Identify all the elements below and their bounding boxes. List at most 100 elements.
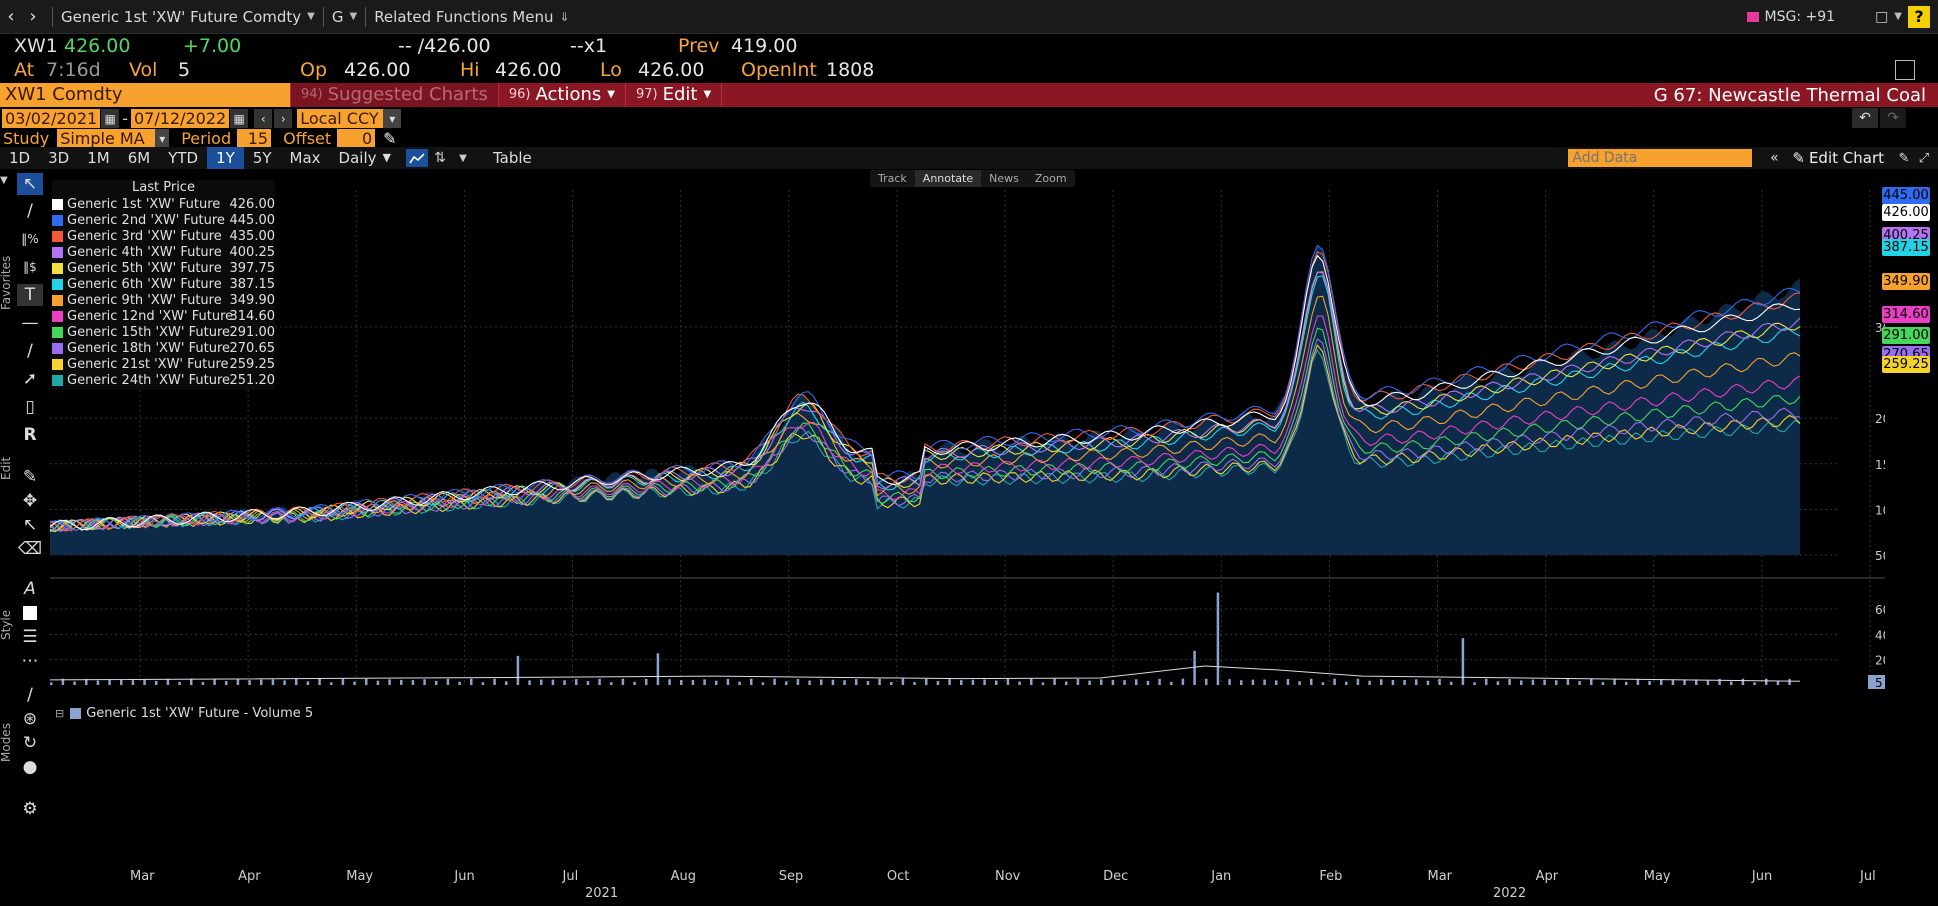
currency-select[interactable]: Local CCY [297, 109, 384, 128]
trash-icon[interactable]: ⌫ [17, 539, 43, 559]
pointer-icon[interactable]: ↖ [17, 173, 43, 195]
snap-icon[interactable]: ⊛ [22, 709, 38, 729]
security-field[interactable]: XW1 Comdty [0, 83, 290, 107]
legend-item[interactable]: Generic 5th 'XW' Future 397.75 [52, 260, 275, 276]
add-data-input[interactable] [1568, 149, 1753, 167]
security-box[interactable]: XW1 Comdty [0, 83, 290, 107]
line-tool-icon[interactable]: ∕ [27, 201, 33, 221]
expand-icon[interactable] [1895, 60, 1915, 80]
mini-annotate-button[interactable]: Annotate [914, 170, 982, 187]
volume-last-tag-bg [1868, 675, 1888, 689]
colors-icon[interactable]: ● [22, 757, 38, 777]
back-button[interactable]: ‹ [0, 4, 22, 30]
candle-chart-icon[interactable]: ⇅ [434, 150, 446, 166]
volume-series-label: Generic 1st 'XW' Future - Volume 5 [86, 706, 314, 721]
caret-down-icon[interactable]: ▾ [383, 109, 402, 128]
legend-item[interactable]: Generic 6th 'XW' Future 387.15 [52, 276, 275, 292]
range-3d-button[interactable]: 3D [48, 149, 70, 167]
percent-tool-icon[interactable]: ‖% [21, 232, 39, 246]
dollar-tool-icon[interactable]: ‖$ [23, 260, 37, 274]
legend-item[interactable]: Generic 1st 'XW' Future 426.00 [52, 196, 275, 212]
mini-news-button[interactable]: News [989, 172, 1019, 185]
caret-down-icon[interactable]: ▼ [0, 175, 8, 186]
calendar-icon[interactable]: ▦ [230, 109, 249, 128]
legend-item[interactable]: Generic 4th 'XW' Future 400.25 [52, 244, 275, 260]
redo-icon[interactable]: ↷ [1880, 108, 1906, 128]
edit-chart-button[interactable]: ✎ Edit Chart [1792, 149, 1884, 167]
volume-bar [446, 678, 450, 685]
previous-period-button[interactable]: ‹ [254, 109, 273, 128]
security-menu[interactable]: Generic 1st 'XW' Future Comdty ▼ [61, 8, 315, 26]
window-options[interactable]: □ ▼ [1875, 9, 1902, 25]
bloomberg-icon[interactable]: ↻ [22, 733, 38, 753]
range-5y-button[interactable]: 5Y [252, 149, 272, 167]
legend-item[interactable]: Generic 15th 'XW' Future 291.00 [52, 324, 275, 340]
text-tool-icon[interactable]: T [17, 284, 43, 306]
crosshair-icon[interactable]: ∕ [27, 685, 33, 705]
range-6m-button[interactable]: 6M [127, 149, 151, 167]
line-weight-icon[interactable]: ☰ [22, 627, 38, 647]
line-chart-icon[interactable] [405, 149, 428, 167]
actions-menu[interactable]: 96) Actions ▼ [497, 83, 625, 107]
legend-item[interactable]: Generic 18th 'XW' Future 270.65 [52, 340, 275, 356]
legend-item[interactable]: Generic 9th 'XW' Future 349.90 [52, 292, 275, 308]
legend-item[interactable]: Generic 3rd 'XW' Future 435.00 [52, 228, 275, 244]
range-1d-button[interactable]: 1D [9, 149, 31, 167]
trend-line-icon[interactable]: ➚ [22, 369, 38, 389]
x-month-label: Apr [1535, 869, 1559, 884]
period-field[interactable]: 15 [237, 129, 272, 148]
edit-pen-icon[interactable]: ✎ [22, 467, 38, 487]
undo-icon[interactable]: ↶ [1852, 108, 1878, 128]
study-select[interactable]: Simple MA [57, 129, 156, 148]
help-button[interactable]: ? [1908, 5, 1930, 28]
volume-bar [1380, 679, 1383, 685]
end-date-field[interactable]: 07/12/2022 [131, 109, 230, 128]
messages-button[interactable]: MSG: +91 [1746, 9, 1835, 25]
edit-pencil-icon[interactable]: ✎ [1898, 150, 1910, 166]
channel-icon[interactable]: ▯ [25, 397, 35, 417]
range-1y-button[interactable]: 1Y [207, 147, 244, 169]
volume-bar [1753, 682, 1756, 685]
legend-item[interactable]: Generic 24th 'XW' Future 251.20 [52, 372, 275, 388]
volume-bar [866, 681, 870, 685]
table-button[interactable]: Table [492, 149, 532, 167]
volume-bar [1741, 678, 1745, 685]
start-date-field[interactable]: 03/02/2021 [2, 109, 101, 128]
offset-field[interactable]: 0 [337, 129, 376, 148]
select-icon[interactable]: ↖ [22, 515, 38, 535]
move-icon[interactable]: ✥ [22, 491, 38, 511]
forward-button[interactable]: › [22, 4, 44, 30]
chart-area[interactable]: 501001502003002004006005 [45, 170, 1898, 690]
range-max-button[interactable]: Max [289, 149, 321, 167]
mini-track-button[interactable]: Track [878, 172, 907, 185]
next-period-button[interactable]: › [274, 109, 293, 128]
legend-item[interactable]: Generic 2nd 'XW' Future 445.00 [52, 212, 275, 228]
calendar-icon[interactable]: ▦ [101, 109, 120, 128]
price-tag: 291.00 [1882, 327, 1930, 345]
pencil-icon[interactable]: ✎ [383, 129, 397, 148]
horizontal-line-icon[interactable]: — [21, 313, 39, 333]
mini-zoom-button[interactable]: Zoom [1034, 172, 1067, 185]
gear-icon[interactable]: ⚙ [22, 799, 38, 819]
collapse-icon[interactable]: ⊟ [55, 707, 65, 720]
brush-icon[interactable]: ∕ [27, 341, 33, 361]
range-1m-button[interactable]: 1M [87, 149, 110, 167]
double-chevron-left-icon[interactable]: « [1770, 150, 1779, 166]
caret-down-icon[interactable]: ▾ [155, 129, 170, 148]
related-functions-menu[interactable]: Related Functions Menu ⇓ [374, 8, 569, 26]
retracement-icon[interactable]: R [23, 425, 37, 445]
volume-bar [726, 678, 730, 685]
edit-menu[interactable]: 97) Edit ▼ [624, 83, 721, 107]
frequency-select[interactable]: Daily ▼ [330, 147, 400, 169]
function-menu[interactable]: G ▼ [332, 8, 357, 26]
legend-item[interactable]: Generic 12nd 'XW' Future 314.60 [52, 308, 275, 324]
volume-bar [948, 679, 951, 685]
line-style-icon[interactable]: ⋯ [21, 651, 39, 671]
expand-icon[interactable]: ⤢ [1918, 150, 1930, 166]
suggested-charts-menu[interactable]: 94) Suggested Charts [290, 83, 498, 107]
caret-down-icon[interactable]: ▼ [459, 152, 467, 164]
fill-color-icon[interactable] [17, 602, 43, 624]
legend-item[interactable]: Generic 21st 'XW' Future 259.25 [52, 356, 275, 372]
font-icon[interactable]: A [24, 579, 36, 599]
range-ytd-button[interactable]: YTD [168, 149, 199, 167]
